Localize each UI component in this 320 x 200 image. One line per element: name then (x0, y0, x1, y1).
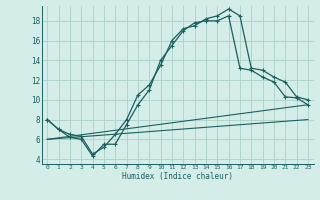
X-axis label: Humidex (Indice chaleur): Humidex (Indice chaleur) (122, 172, 233, 181)
